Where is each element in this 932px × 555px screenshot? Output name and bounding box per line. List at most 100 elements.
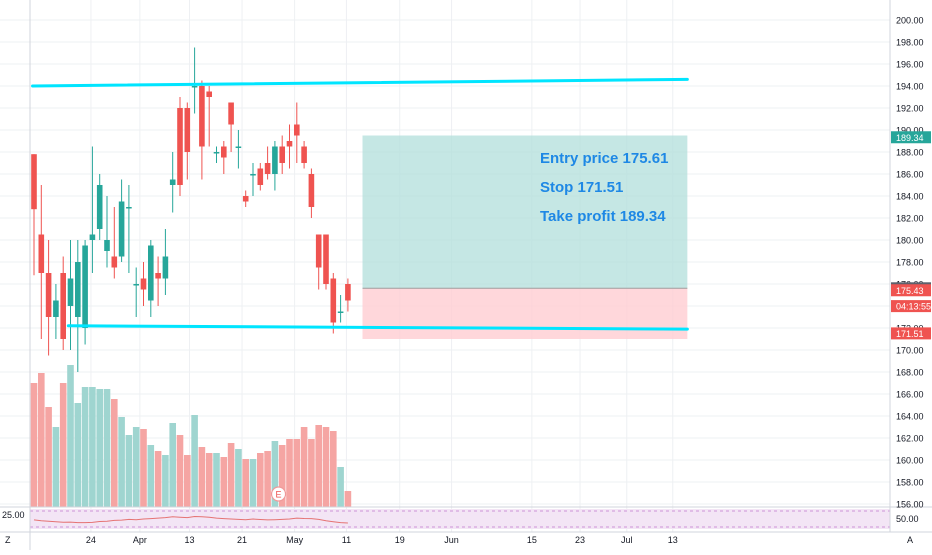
volume-bar — [59, 383, 67, 507]
stop-loss-zone — [362, 288, 688, 339]
price-label-text: 175.43 — [896, 286, 924, 296]
volume-bar — [132, 427, 140, 507]
price-tick-label: 170.00 — [896, 346, 924, 356]
candle-body — [155, 273, 161, 279]
time-tick-label: 24 — [86, 535, 96, 545]
candle-body — [31, 154, 37, 210]
time-tick-label: Jul — [621, 535, 633, 545]
time-tick-label: 13 — [184, 535, 194, 545]
price-tick-label: 190.00 — [896, 126, 924, 136]
price-tick-label: 156.00 — [896, 500, 924, 510]
volume-bar — [330, 431, 337, 507]
volume-bar — [45, 407, 52, 507]
volume-bar — [300, 427, 308, 507]
volume-bar — [147, 445, 155, 507]
candle-body — [126, 207, 132, 209]
volume-bar — [315, 425, 322, 507]
volume-bar — [74, 403, 82, 507]
candle-body — [221, 146, 227, 158]
price-tick-label: 196.00 — [896, 60, 924, 70]
candle-body — [301, 146, 307, 163]
candle-body — [213, 152, 220, 154]
price-label-box — [891, 327, 931, 340]
volume-bar — [191, 415, 198, 507]
candle-body — [323, 234, 329, 284]
trend-lines[interactable] — [31, 77, 689, 331]
price-tick-label: 178.00 — [896, 258, 924, 268]
candle-body — [257, 168, 264, 185]
candle-body — [250, 174, 256, 176]
price-tick-label: 182.00 — [896, 214, 924, 224]
candle-body — [315, 234, 322, 268]
price-tick-label: 198.00 — [896, 38, 924, 48]
oscillator-left-label: 25.00 — [2, 510, 25, 520]
take-profit-annotation: Take profit 189.34 — [540, 208, 666, 225]
volume-bar — [227, 443, 235, 507]
candle-body — [191, 86, 198, 88]
volume-bar — [344, 491, 352, 507]
price-tick-label: 192.00 — [896, 104, 924, 114]
volume-bar — [235, 449, 242, 507]
volume-bar — [249, 459, 257, 507]
time-tick-label: 21 — [237, 535, 247, 545]
candle-body — [104, 240, 110, 251]
volume-bar — [30, 383, 38, 507]
log-scale-toggle: Z — [5, 535, 11, 545]
earnings-marker — [270, 486, 287, 502]
resistance-line — [31, 77, 689, 88]
candle-body — [264, 163, 271, 174]
time-tick-label: May — [286, 535, 304, 545]
price-tick-label: 158.00 — [896, 478, 924, 488]
price-tick-label: 168.00 — [896, 368, 924, 378]
volume-bar — [337, 467, 344, 507]
volume-bar — [293, 439, 301, 507]
candle-body — [177, 108, 183, 185]
volume-bar — [213, 453, 220, 507]
volume-bar — [111, 399, 118, 507]
price-label-box — [891, 284, 931, 297]
oscillator-right-label: 50.00 — [896, 514, 919, 524]
candle-body — [89, 234, 96, 240]
price-label-text: 171.51 — [896, 329, 924, 339]
volume-bar — [38, 373, 45, 507]
stop-annotation: Stop 171.51 — [540, 179, 624, 196]
volume-bar — [96, 389, 103, 507]
price-tick-label: 180.00 — [896, 236, 924, 246]
candle-body — [133, 284, 139, 286]
time-tick-label: 23 — [575, 535, 585, 545]
position-zones[interactable] — [362, 135, 688, 340]
price-label-box — [891, 131, 931, 144]
auto-scale-toggle: A — [907, 535, 913, 545]
price-tick-label: 160.00 — [896, 456, 924, 466]
volume-bar — [169, 423, 176, 507]
volume-bar — [322, 427, 330, 507]
volume-bar — [257, 453, 264, 507]
volume-bar — [89, 387, 96, 507]
oscillator-left-label-bg — [0, 509, 30, 521]
volume-bar — [103, 389, 111, 507]
volume-bar — [198, 447, 206, 507]
price-tick-label: 200.00 — [896, 16, 924, 26]
volume-bars: E — [30, 365, 352, 507]
volume-bar — [162, 455, 169, 507]
volume-bar — [205, 453, 213, 507]
candle-body — [45, 273, 52, 317]
candles — [31, 47, 351, 372]
candle-body — [67, 278, 74, 306]
candle-body — [337, 311, 344, 313]
volume-bar — [52, 427, 60, 507]
price-tick-label: 188.00 — [896, 148, 924, 158]
time-tick-label: 13 — [668, 535, 678, 545]
take-profit-zone — [362, 135, 688, 289]
candle-body — [75, 262, 81, 317]
candle-body — [279, 146, 285, 163]
time-tick-label: 19 — [395, 535, 405, 545]
price-label-text: 04:13:55 — [896, 302, 931, 312]
oscillator-pane: 25.00 50.00 — [0, 506, 932, 529]
time-tick-label: Apr — [133, 535, 147, 545]
earnings-marker-label: E — [276, 490, 282, 500]
volume-bar — [67, 365, 74, 507]
